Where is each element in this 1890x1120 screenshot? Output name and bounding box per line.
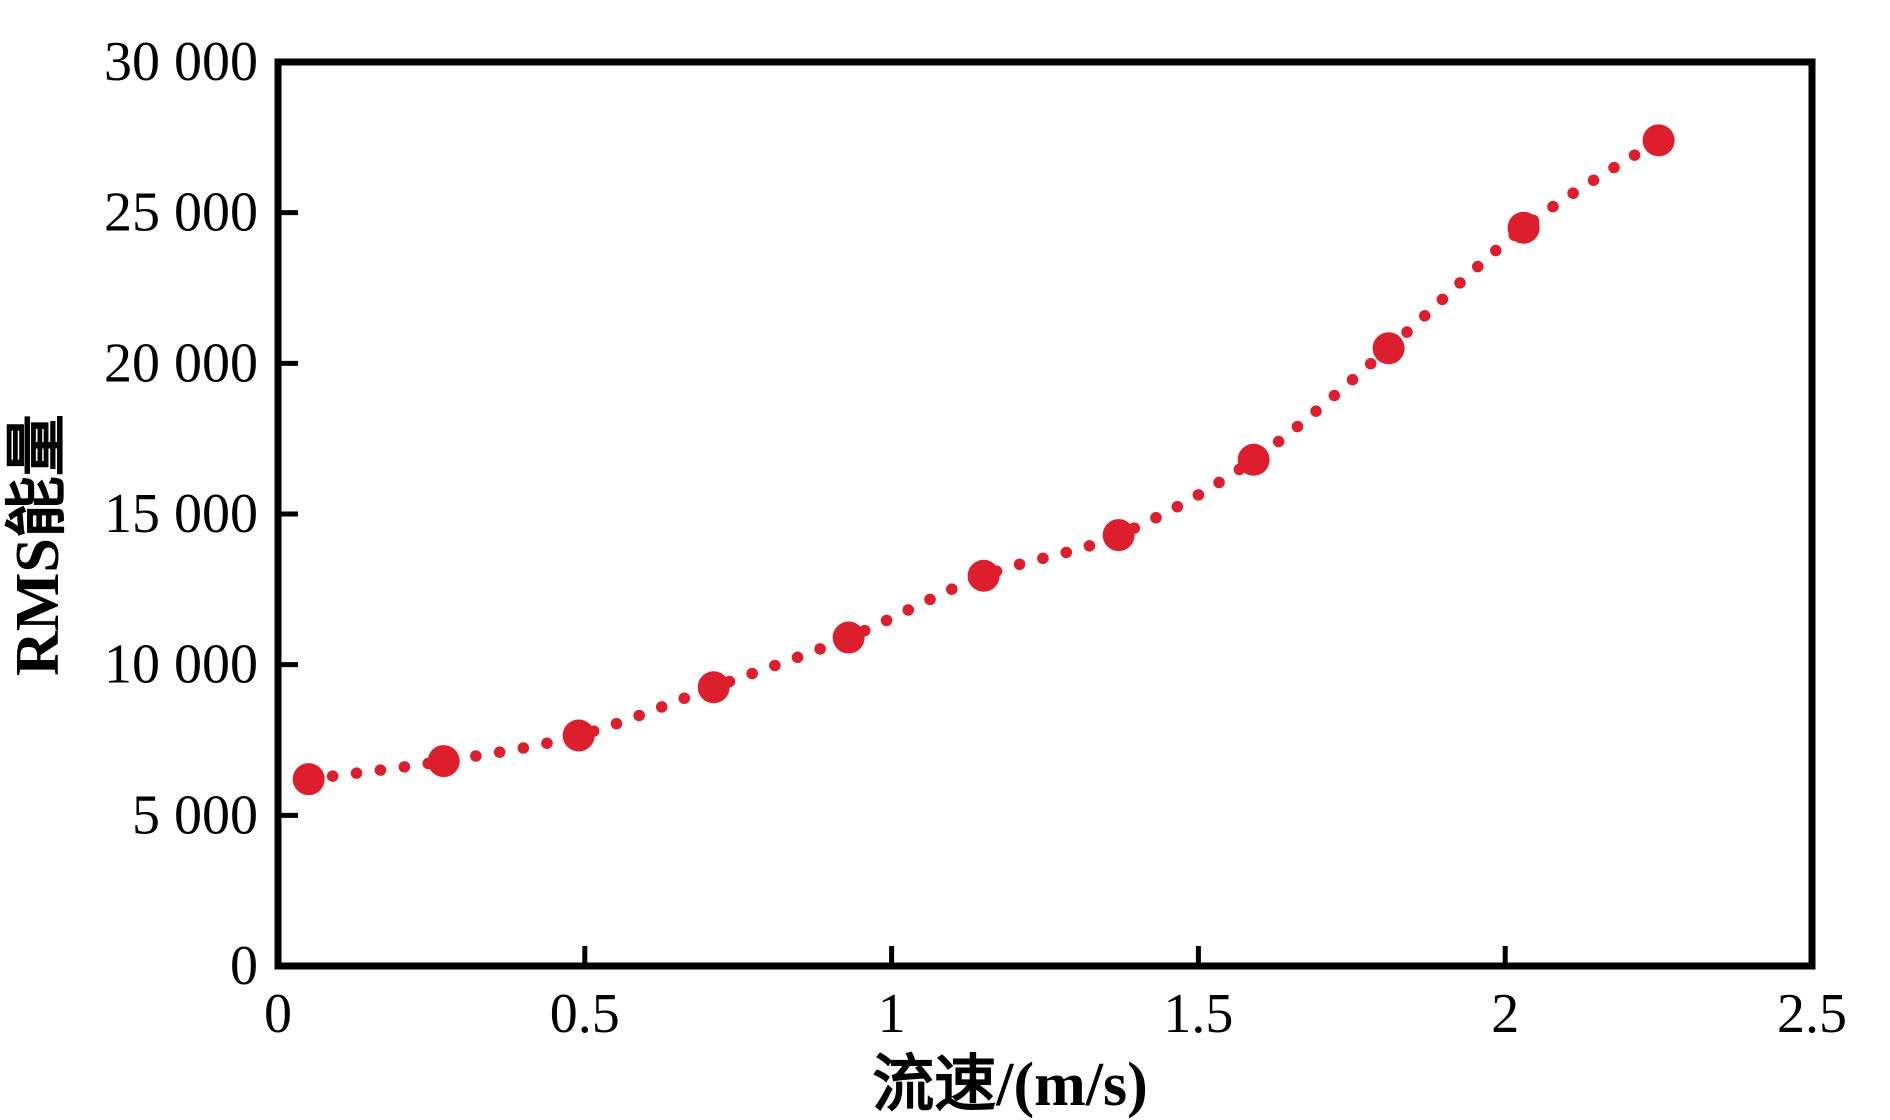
- x-axis-title: 流速/(m/s): [872, 1050, 1148, 1119]
- data-point: [1237, 443, 1270, 476]
- data-point: [1372, 332, 1405, 365]
- y-tick-label: 30 000: [104, 31, 258, 93]
- data-point: [562, 719, 595, 752]
- y-axis-ticks: [278, 210, 298, 818]
- data-point: [1102, 519, 1135, 552]
- data-point: [1507, 211, 1540, 244]
- y-tick-label: 25 000: [104, 182, 258, 244]
- data-point: [1642, 124, 1675, 157]
- y-tick-label: 20 000: [104, 332, 258, 394]
- y-axis-title: RMS能量: [3, 414, 72, 676]
- y-axis-tick-labels: 0 5 000 10 000 15 000 20 000 25 000 30 000: [104, 31, 258, 997]
- y-tick-label: 0: [230, 935, 258, 997]
- data-point: [832, 621, 865, 654]
- y-tick-label: 10 000: [104, 634, 258, 696]
- y-tick-label: 15 000: [104, 483, 258, 545]
- x-tick-label: 2.5: [1777, 983, 1847, 1045]
- x-tick-label: 1.5: [1163, 983, 1233, 1045]
- x-axis-ticks: [582, 946, 1508, 966]
- x-tick-label: 2: [1491, 983, 1519, 1045]
- data-point: [697, 671, 730, 704]
- data-points: [292, 124, 1675, 796]
- plot-border: [274, 58, 1816, 970]
- x-tick-label: 1: [878, 983, 906, 1045]
- x-tick-label: 0.5: [550, 983, 620, 1045]
- data-point: [967, 559, 1000, 592]
- trend-curve: [302, 134, 1665, 785]
- y-tick-label: 5 000: [132, 784, 258, 846]
- x-axis-tick-labels: 0 0.5 1 1.5 2 2.5: [264, 983, 1847, 1045]
- data-point: [427, 745, 460, 778]
- x-tick-label: 0: [264, 983, 292, 1045]
- trendline-dotted: [302, 134, 1665, 785]
- data-point: [292, 763, 325, 796]
